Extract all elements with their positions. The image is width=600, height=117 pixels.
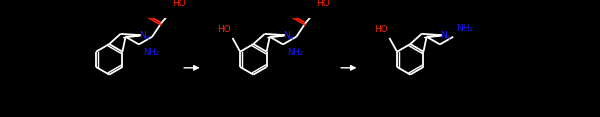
Text: N: N <box>283 31 290 40</box>
Text: H: H <box>287 35 293 41</box>
Text: HO: HO <box>374 25 388 34</box>
Text: NH₂: NH₂ <box>143 48 159 57</box>
Text: H: H <box>444 35 449 41</box>
Text: NH₂: NH₂ <box>457 24 474 33</box>
Text: H: H <box>143 35 148 41</box>
Text: NH₂: NH₂ <box>287 48 303 57</box>
Text: HO: HO <box>172 0 186 8</box>
Text: N: N <box>139 31 146 40</box>
Text: HO: HO <box>217 25 231 34</box>
Text: HO: HO <box>316 0 330 8</box>
Text: N: N <box>440 31 447 40</box>
